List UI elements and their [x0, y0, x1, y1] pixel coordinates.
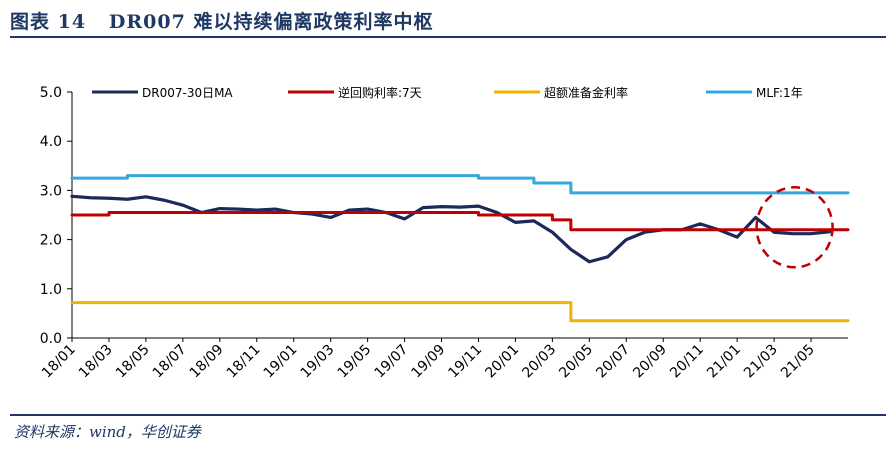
y-tick-label: 2.0 — [40, 233, 62, 249]
x-tick-label: 18/07 — [150, 342, 190, 382]
source-note: 资料来源：wind，华创证券 — [14, 423, 201, 441]
x-tick-label: 20/09 — [630, 342, 670, 382]
x-tick-label: 21/05 — [778, 342, 818, 382]
legend-label: MLF:1年 — [756, 86, 803, 100]
y-tick-label: 1.0 — [40, 282, 62, 298]
x-tick-label: 19/03 — [298, 342, 338, 382]
x-tick-label: 19/07 — [372, 342, 412, 382]
x-tick-label: 20/05 — [556, 342, 596, 382]
x-tick-label: 18/01 — [39, 342, 79, 382]
x-tick-label: 21/01 — [704, 342, 744, 382]
legend-label: 超额准备金利率 — [544, 85, 628, 100]
y-tick-label: 0.0 — [40, 331, 62, 347]
y-tick-label: 4.0 — [40, 134, 62, 150]
title-bar: 图表 14 DR007 难以持续偏离政策利率中枢 — [10, 4, 886, 38]
legend-label: DR007-30日MA — [142, 86, 233, 100]
series-line-1 — [70, 211, 850, 232]
x-tick-label: 19/05 — [335, 342, 375, 382]
highlight-circle — [755, 186, 834, 269]
x-tick-label: 19/09 — [409, 342, 449, 382]
page-title: 图表 14 DR007 难以持续偏离政策利率中枢 — [10, 11, 434, 33]
x-tick-label: 20/07 — [593, 342, 633, 382]
x-tick-label: 20/01 — [482, 342, 522, 382]
footer-divider — [10, 414, 886, 416]
x-tick-label: 18/03 — [76, 342, 116, 382]
series-line-3 — [70, 174, 850, 195]
x-tick-label: 18/09 — [187, 342, 227, 382]
x-tick-label: 19/01 — [261, 342, 301, 382]
x-tick-label: 21/03 — [741, 342, 781, 382]
x-tick-label: 18/11 — [224, 342, 264, 382]
series-line-2 — [70, 301, 850, 323]
x-tick-label: 19/11 — [445, 342, 485, 382]
y-tick-label: 3.0 — [40, 183, 62, 199]
chart: 0.01.02.03.04.05.018/0118/0318/0518/0718… — [39, 85, 850, 382]
legend-label: 逆回购利率:7天 — [338, 85, 422, 100]
y-tick-label: 5.0 — [40, 85, 62, 101]
x-tick-label: 20/03 — [519, 342, 559, 382]
x-tick-label: 20/11 — [667, 342, 707, 382]
x-tick-label: 18/05 — [113, 342, 153, 382]
